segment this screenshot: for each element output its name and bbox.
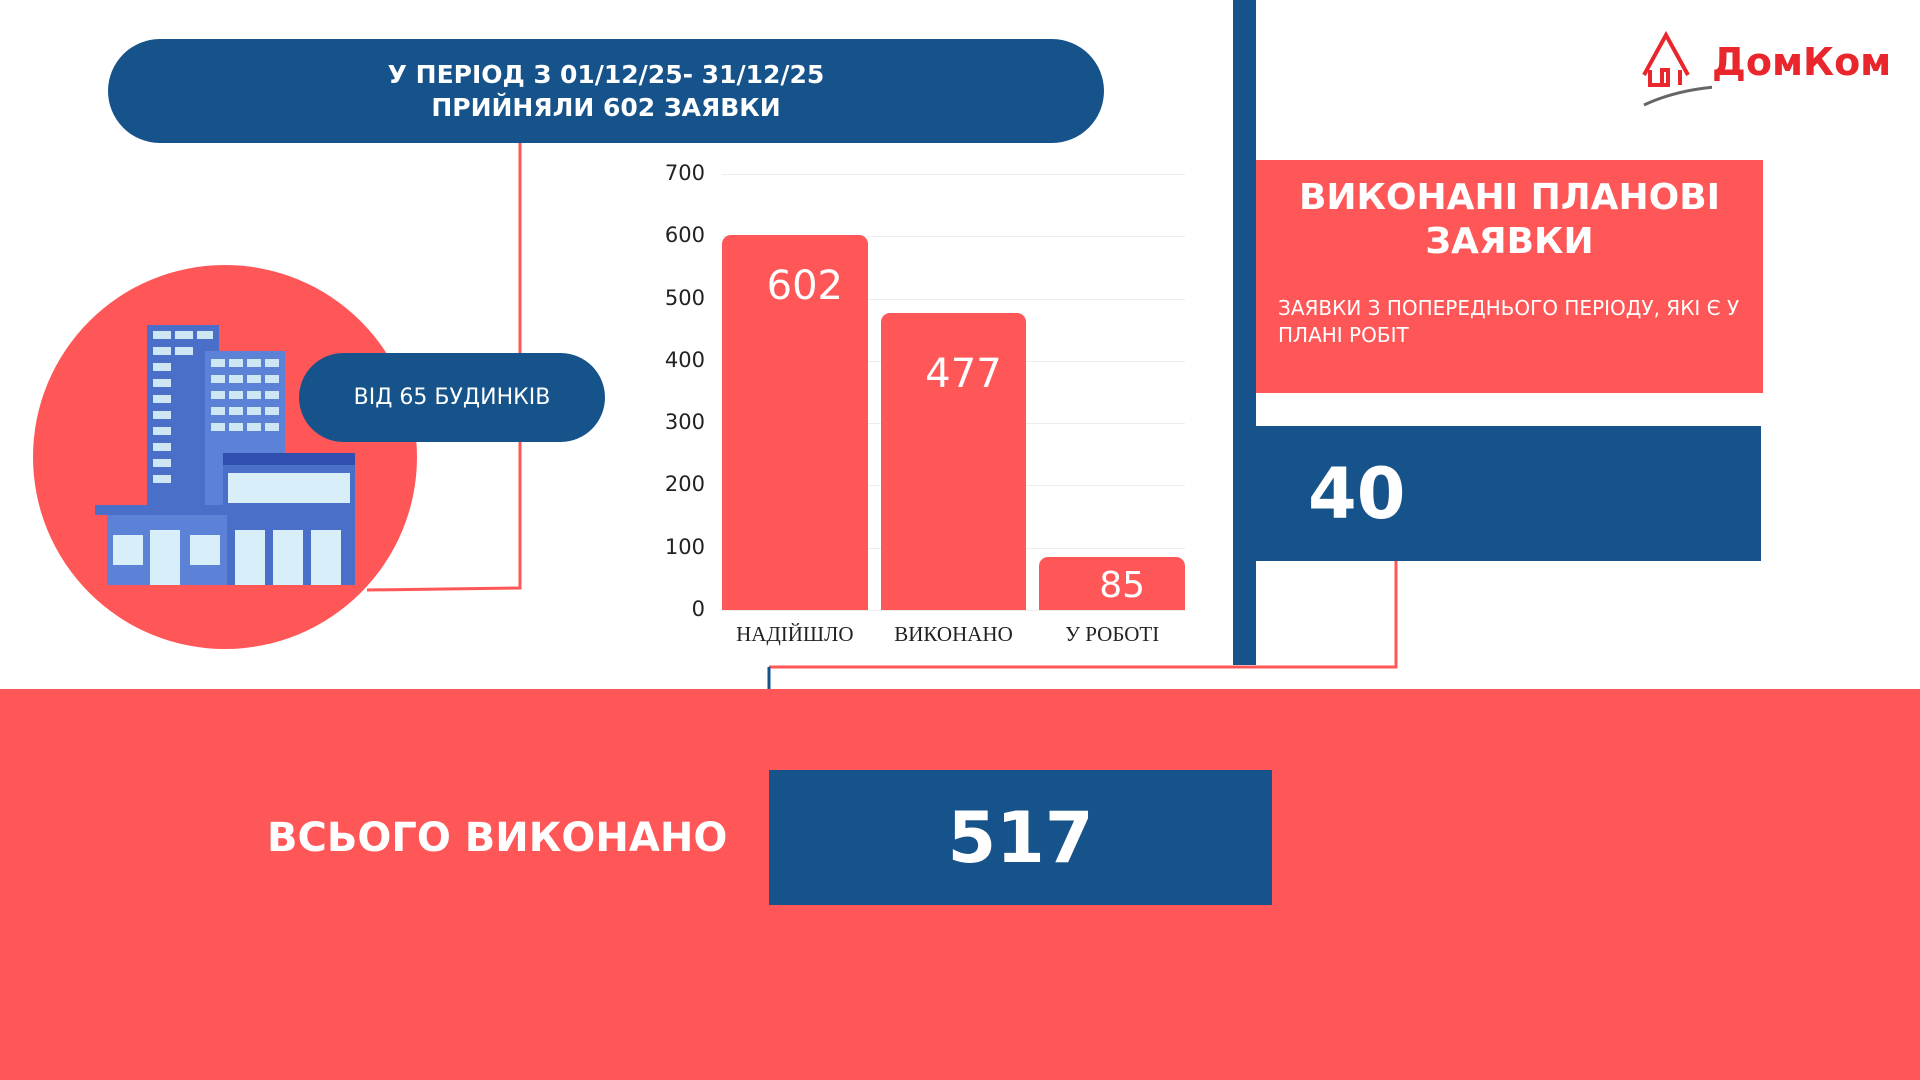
building-icon [95, 325, 355, 585]
bar-0 [722, 235, 868, 610]
y-tick-label: 100 [664, 534, 705, 559]
bar-value-label: 85 [1099, 565, 1146, 607]
buildings-count-badge: ВІД 65 БУДИНКІВ [299, 353, 605, 442]
period-header: У ПЕРІОД З 01/12/25- 31/12/25 ПРИЙНЯЛИ 6… [108, 39, 1104, 143]
y-tick-label: 600 [664, 223, 705, 248]
bar-value-label: 602 [766, 263, 843, 310]
bar-1 [880, 312, 1027, 610]
period-line-2: ПРИЙНЯЛИ 602 ЗАЯВКИ [431, 93, 781, 122]
gridline [722, 236, 1185, 238]
logo: ДомКом [1640, 30, 1892, 110]
planned-value-box: 40 [1256, 426, 1761, 561]
total-value: 517 [947, 796, 1094, 879]
period-line-1: У ПЕРІОД З 01/12/25- 31/12/25 [387, 60, 825, 89]
bar-value-label: 477 [925, 350, 1002, 397]
y-tick-label: 400 [664, 347, 705, 372]
y-tick-label: 300 [664, 410, 705, 435]
gridline [722, 610, 1185, 611]
planned-value: 40 [1308, 452, 1406, 535]
y-tick-label: 700 [664, 161, 705, 185]
y-tick-label: 0 [691, 597, 705, 621]
connector-left [366, 143, 522, 592]
planned-title: ВИКОНАНІ ПЛАНОВІ ЗАЯВКИ [1298, 177, 1721, 262]
planned-requests-card: ВИКОНАНІ ПЛАНОВІ ЗАЯВКИ ЗАЯВКИ З ПОПЕРЕД… [1256, 160, 1763, 393]
bar-2 [1039, 557, 1185, 610]
divider-bar [1233, 0, 1256, 665]
y-tick-label: 200 [664, 472, 705, 497]
gridline [722, 174, 1185, 175]
category-label: У РОБОТІ [1065, 622, 1160, 646]
planned-subtitle: ЗАЯВКИ З ПОПЕРЕДНЬОГО ПЕРІОДУ, ЯКІ Є У П… [1278, 296, 1740, 347]
y-tick-label: 500 [664, 285, 705, 310]
logo-text: ДомКом [1712, 40, 1892, 84]
total-label: ВСЬОГО ВИКОНАНО [267, 815, 728, 861]
connector-right [769, 561, 1398, 669]
category-label: ВИКОНАНО [894, 622, 1013, 646]
gridline [722, 298, 1185, 300]
total-value-box: 517 [769, 770, 1272, 905]
requests-bar-chart: 0 100 200 300 400 500 600 700 602 НАДІЙШЛО 477 ВИКО… [664, 161, 1185, 646]
house-icon [1642, 30, 1712, 107]
buildings-count-label: ВІД 65 БУДИНКІВ [353, 385, 551, 410]
category-label: НАДІЙШЛО [736, 622, 854, 646]
